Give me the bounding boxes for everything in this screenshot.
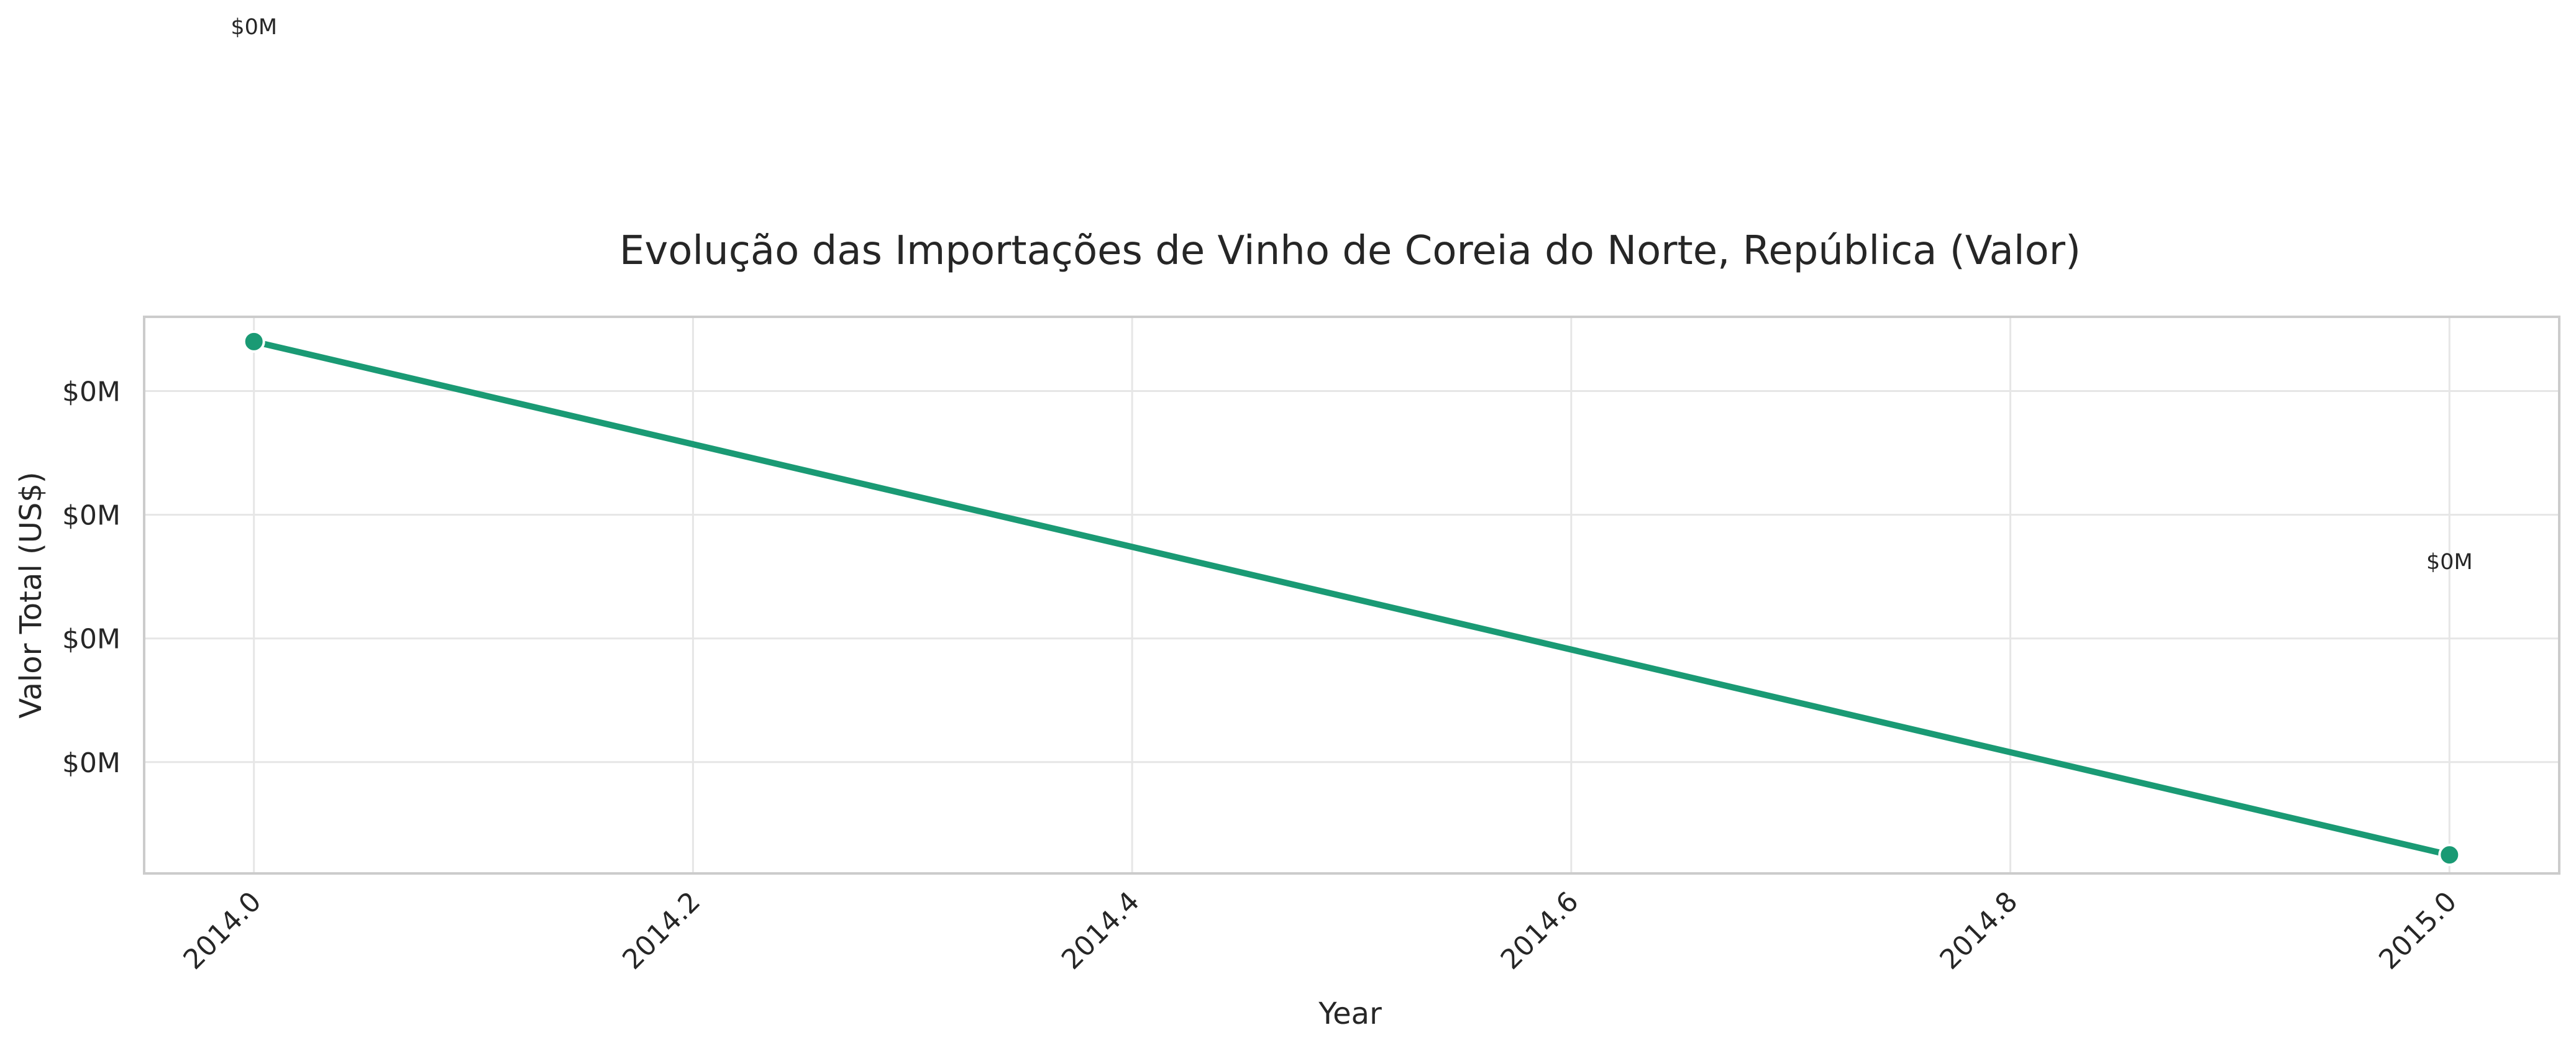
series-layer [242,330,2461,867]
y-tick-labels: $0M $0M $0M $0M [62,376,121,778]
x-tick-label: 2014.6 [1495,886,1585,976]
x-tick-label: 2014.4 [1056,886,1146,976]
y-tick-label: $0M [62,500,121,532]
y-tick-label: $0M [62,376,121,408]
grid-lines [144,317,2559,873]
x-tick-labels: 2014.0 2014.2 2014.4 2014.6 2014.8 2015.0 [178,886,2464,976]
data-label: $0M [231,15,277,40]
x-tick-label: 2014.0 [178,886,268,976]
data-labels: $0M $0M [231,15,2472,575]
y-axis-label: Valor Total (US$) [14,472,48,718]
plot-frame [143,316,2560,875]
y-tick-label: $0M [62,624,121,655]
data-point-marker [242,330,265,353]
data-label: $0M [2426,550,2473,575]
chart-title: Evolução das Importações de Vinho de Cor… [619,228,2081,274]
x-axis-label: Year [1318,996,1382,1031]
data-point-marker [2438,844,2461,867]
y-tick-label: $0M [62,747,121,779]
series-line [250,338,2453,859]
x-tick-label: 2015.0 [2373,886,2463,976]
x-tick-label: 2014.2 [616,886,706,976]
x-tick-label: 2014.8 [1934,886,2024,976]
